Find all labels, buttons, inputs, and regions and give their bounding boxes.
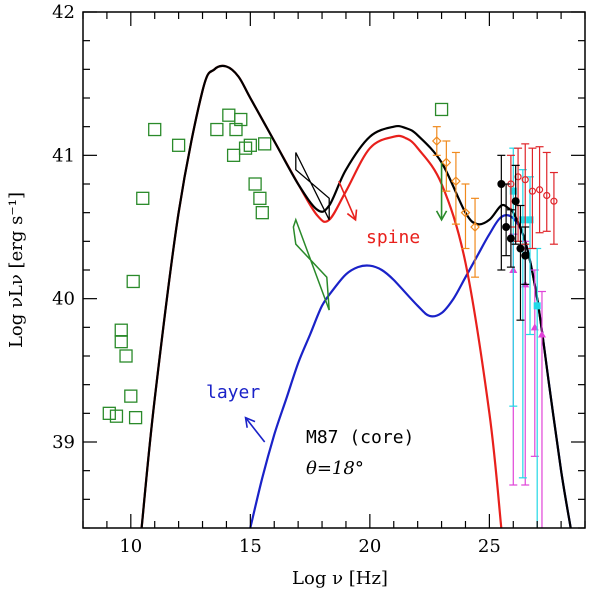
red-point-1 <box>514 173 522 181</box>
black-point-1 <box>502 223 511 231</box>
red-point-2 <box>521 176 529 184</box>
black-point-5 <box>521 251 530 260</box>
y-tick-label-42: 42 <box>52 2 75 23</box>
spine-arrow-shaft <box>338 180 357 221</box>
green-square-9 <box>148 122 162 137</box>
green-square-12 <box>222 108 236 122</box>
y-axis-title: Log νLν [erg s⁻¹] <box>6 192 27 348</box>
layer-arrow-shaft <box>244 417 266 443</box>
green-upper-limit-head <box>435 210 448 222</box>
orange-point-0 <box>431 136 442 146</box>
label-layer: layer <box>206 382 260 403</box>
red-point-5 <box>543 191 551 200</box>
red-point-4 <box>535 186 544 194</box>
black-point-4 <box>516 244 525 253</box>
cyan-point-3 <box>533 302 541 310</box>
green-square-20 <box>255 206 269 220</box>
red-point-3 <box>528 187 537 195</box>
black-bowtie <box>295 152 330 221</box>
green-square-7 <box>128 410 143 425</box>
cyan-point-2 <box>526 216 534 224</box>
y-tick-label-39: 39 <box>52 432 75 453</box>
green-square-22 <box>434 102 449 117</box>
green-square-10 <box>171 138 186 152</box>
green-bowtie <box>292 217 330 311</box>
green-square-5 <box>124 389 138 403</box>
green-square-0 <box>102 406 116 420</box>
green-square-19 <box>253 191 267 205</box>
x-tick-label-10: 10 <box>119 536 142 557</box>
orange-point-2 <box>451 176 461 186</box>
green-square-4 <box>119 349 133 363</box>
orange-point-3 <box>460 207 471 218</box>
x-tick-label-15: 15 <box>239 536 262 557</box>
green-square-8 <box>136 191 150 205</box>
y-tick-label-41: 41 <box>52 145 75 166</box>
green-square-16 <box>238 141 253 155</box>
axes: 10 15 20 25 39 40 41 42 <box>52 2 586 557</box>
spine-arrow-head <box>346 209 358 222</box>
cyan-point-0 <box>509 187 517 195</box>
cyan-point-1 <box>519 216 527 224</box>
layer-arrow-head <box>244 416 256 428</box>
green-square-13 <box>226 148 241 162</box>
x-tick-label-25: 25 <box>478 536 501 557</box>
orange-point-4 <box>470 222 480 232</box>
plot-content <box>102 64 572 528</box>
green-square-17 <box>243 138 257 152</box>
label-source: M87 (core) <box>306 427 414 448</box>
black-point-0 <box>497 180 506 188</box>
green-square-11 <box>210 122 224 137</box>
plot-frame <box>82 11 586 529</box>
green-square-1 <box>109 409 124 423</box>
x-axis-title: Log ν [Hz] <box>292 568 388 589</box>
x-tick-label-20: 20 <box>358 536 381 557</box>
green-square-15 <box>234 112 248 127</box>
green-square-2 <box>114 335 128 349</box>
y-tick-label-40: 40 <box>52 289 75 310</box>
green-square-3 <box>114 323 128 337</box>
magenta-point-3 <box>537 330 546 338</box>
label-angle: θ=18° <box>306 458 364 479</box>
green-square-21 <box>258 137 272 151</box>
green-square-14 <box>229 122 243 137</box>
orange-point-1 <box>441 157 452 168</box>
black-point-2 <box>506 234 515 243</box>
plot-area <box>102 64 572 528</box>
green-square-6 <box>126 274 140 289</box>
red-point-6 <box>550 197 558 205</box>
label-spine: spine <box>366 227 420 248</box>
black-point-3 <box>511 197 520 206</box>
green-square-18 <box>248 177 262 191</box>
